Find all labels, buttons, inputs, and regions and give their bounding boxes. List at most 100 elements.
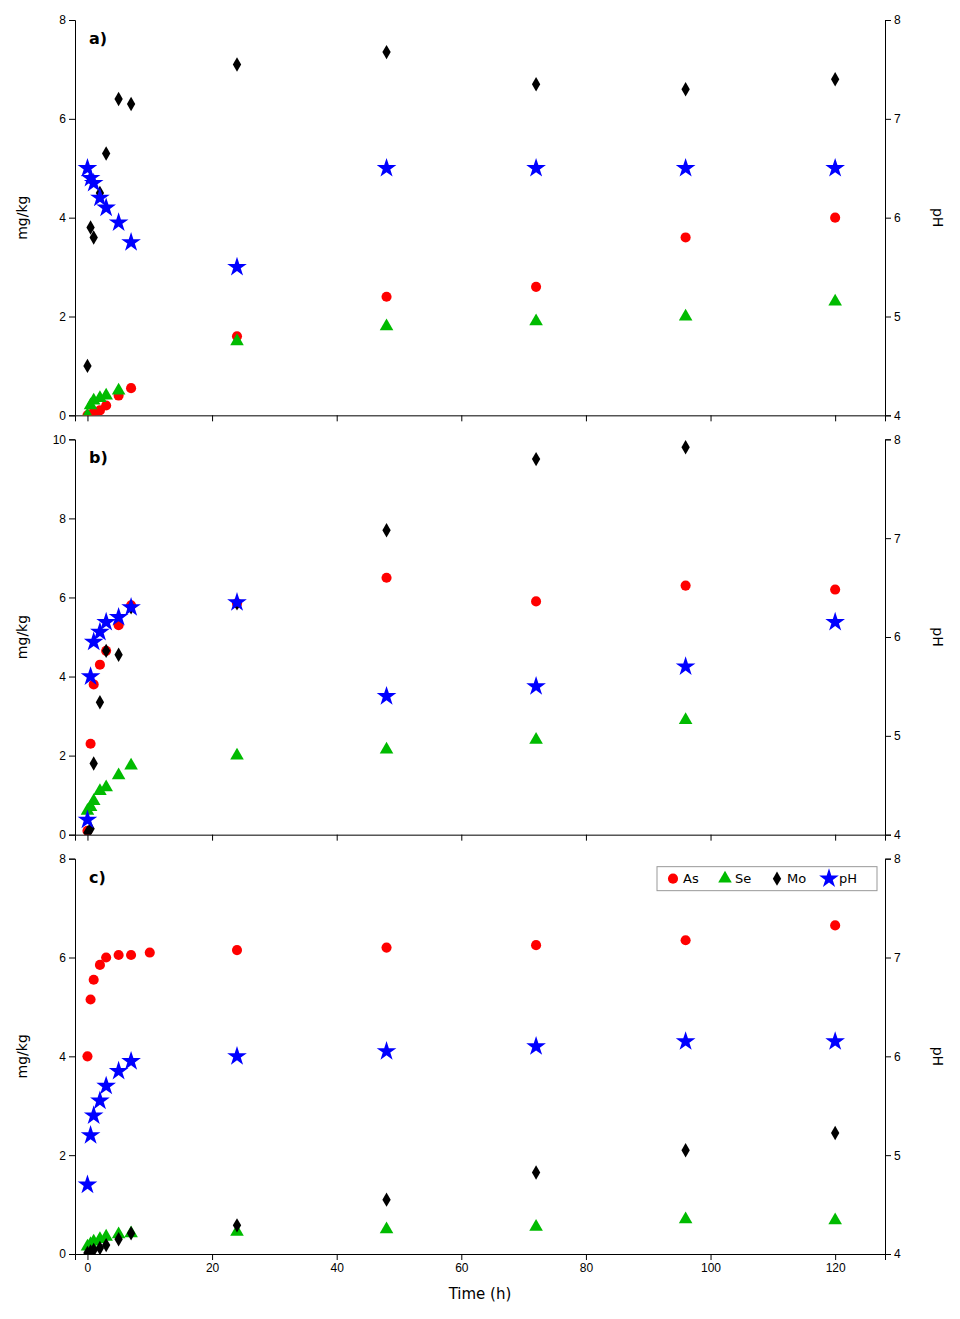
tick-mark [885, 538, 891, 539]
point [81, 1125, 101, 1144]
panel-label: b) [89, 448, 108, 467]
tick-mark [69, 1155, 75, 1156]
point [127, 97, 135, 111]
point [95, 660, 105, 670]
y-axis-title: mg/kg [14, 615, 30, 659]
point [531, 596, 541, 606]
point [86, 739, 96, 749]
tick-label: 8 [59, 852, 66, 866]
series [81, 294, 842, 416]
axis-line [886, 21, 892, 416]
point [381, 573, 391, 583]
tick-label: 6 [59, 591, 66, 605]
point [828, 1213, 842, 1225]
point [529, 732, 543, 744]
point [121, 232, 141, 251]
point [531, 282, 541, 292]
point [681, 82, 689, 96]
point [828, 294, 842, 306]
point [230, 748, 244, 760]
tick [212, 415, 213, 421]
tick: 0 [59, 409, 75, 423]
point [526, 158, 546, 177]
x-axis-title: Time (h) [448, 1285, 512, 1303]
tick-mark [87, 415, 88, 421]
point [679, 1212, 693, 1224]
point [96, 695, 104, 709]
tick: 8 [885, 433, 901, 447]
y2-axis: 45678 [885, 433, 901, 842]
point [96, 1241, 104, 1254]
tick-mark [87, 1254, 88, 1260]
legend-symbol [668, 874, 678, 884]
x-axis: 020406080100120 [76, 1254, 886, 1275]
tick-mark [69, 20, 75, 21]
point [681, 232, 691, 242]
tick [337, 835, 338, 841]
tick: 6 [59, 591, 75, 605]
marks [78, 920, 845, 1254]
point [227, 257, 247, 276]
tick-mark [885, 439, 891, 440]
tick-mark [885, 1056, 891, 1057]
point [101, 952, 111, 962]
point [102, 146, 110, 160]
point [82, 1051, 92, 1061]
point [676, 1031, 696, 1050]
tick: 6 [59, 951, 75, 965]
axis-line [69, 859, 76, 1254]
point [531, 940, 541, 950]
point [681, 935, 691, 945]
tick-mark [711, 415, 712, 421]
tick-mark [885, 1155, 891, 1156]
tick-label: 6 [59, 951, 66, 965]
tick-mark [885, 1254, 891, 1255]
tick-mark [711, 1254, 712, 1260]
tick-mark [461, 415, 462, 421]
tick-label: 4 [894, 828, 901, 842]
point [121, 1051, 141, 1070]
tick: 4 [885, 1247, 901, 1261]
point [90, 756, 98, 770]
point [81, 666, 101, 685]
tick: 40 [331, 1254, 345, 1275]
tick-mark [69, 597, 75, 598]
point [526, 1036, 546, 1055]
tick-mark [212, 1254, 213, 1260]
tick-label: 4 [59, 211, 66, 225]
x-axis [76, 835, 886, 841]
point [112, 383, 126, 395]
tick: 20 [206, 1254, 220, 1275]
tick: 6 [885, 211, 901, 225]
tick-mark [586, 1254, 587, 1260]
point [78, 810, 98, 829]
tick-mark [885, 637, 891, 638]
point [227, 1046, 247, 1065]
point [78, 1174, 98, 1193]
panel-label: c) [89, 868, 106, 887]
tick: 0 [85, 1254, 92, 1275]
tick: 6 [59, 112, 75, 126]
tick-mark [885, 119, 891, 120]
point [825, 612, 845, 631]
tick-label: 4 [59, 670, 66, 684]
tick-label: 8 [894, 13, 901, 27]
tick: 4 [59, 1050, 75, 1064]
series [82, 920, 840, 1061]
y2-axis: 45678 [885, 852, 901, 1261]
tick-mark [885, 736, 891, 737]
legend-symbol [718, 871, 732, 883]
tick-mark [461, 1254, 462, 1260]
series [81, 1212, 842, 1251]
series [83, 45, 839, 373]
axis-line [886, 859, 892, 1254]
point [102, 644, 110, 658]
tick: 0 [59, 1247, 75, 1261]
tick-mark [69, 677, 75, 678]
tick-mark [69, 119, 75, 120]
tick [711, 415, 712, 421]
tick-mark [337, 1254, 338, 1260]
tick: 0 [59, 828, 75, 842]
point [681, 581, 691, 591]
y2-axis: 45678 [885, 13, 901, 422]
